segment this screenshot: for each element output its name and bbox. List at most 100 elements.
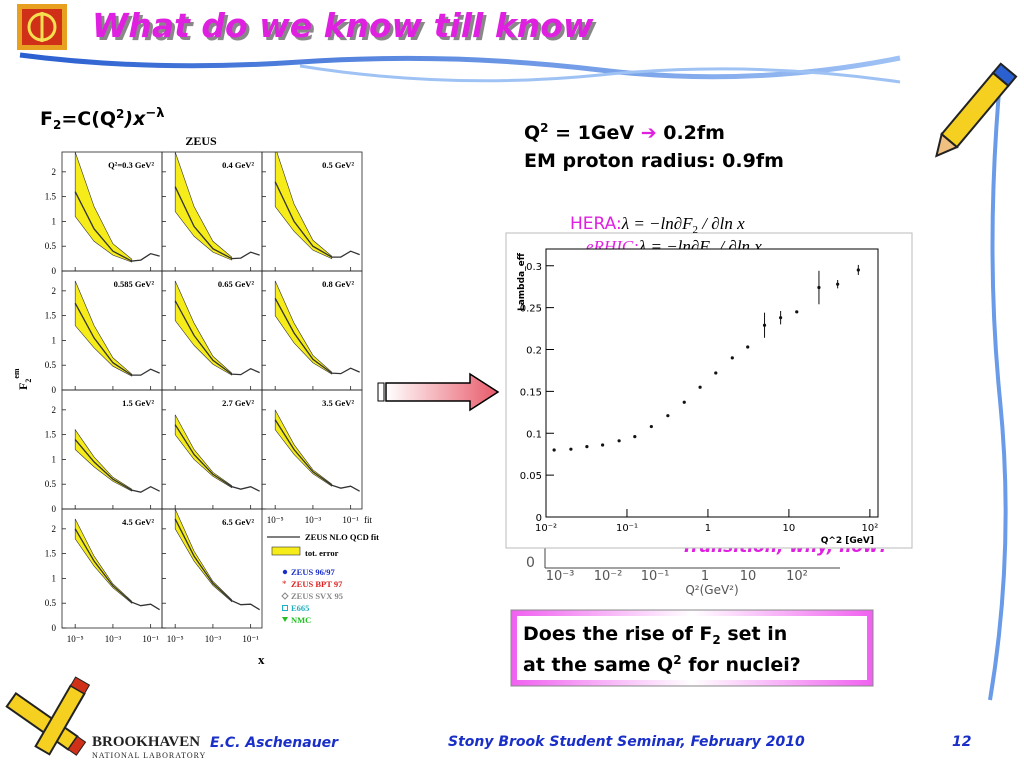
- panel-label: 1.5 GeV²: [122, 398, 154, 408]
- x-tick-label: 1: [705, 523, 711, 534]
- y-tick-label: 1: [52, 573, 57, 583]
- panel-label: 0.4 GeV²: [222, 160, 254, 170]
- data-point: [569, 447, 573, 451]
- y-tick-label: 0.5: [45, 598, 57, 608]
- panel-label: 0.8 GeV²: [322, 279, 354, 289]
- panel-label: 6.5 GeV²: [222, 517, 254, 527]
- y-tick-label: 0.05: [520, 471, 542, 482]
- page-number: 12: [952, 734, 971, 750]
- data-point: [585, 445, 589, 449]
- legend-label: tot. error: [305, 548, 339, 558]
- x-tick-label: 10⁻²: [535, 523, 557, 534]
- y-tick-label: 1.5: [45, 192, 57, 202]
- text: λ = −ln∂F: [621, 214, 693, 233]
- data-point: [633, 435, 637, 439]
- pencil-icon: [934, 62, 1018, 158]
- scale-line: Q2 = 1GeV ➔ 0.2fm: [524, 121, 725, 144]
- y-tick-label: 0: [52, 504, 57, 514]
- x-tick-label: fit: [364, 515, 372, 525]
- text: 2: [712, 633, 720, 647]
- x-tick-label: 10⁻⁵: [267, 515, 284, 525]
- axis-label: Lambda_eff: [517, 252, 527, 311]
- panel-frame: [261, 389, 363, 510]
- text: / ∂ln x: [698, 214, 745, 233]
- y-tick-label: 0: [52, 266, 57, 276]
- panel: [74, 518, 160, 611]
- formula: F2=C(Q2)x−λ: [40, 106, 164, 132]
- data-point: [682, 400, 686, 404]
- data-point: [714, 371, 718, 375]
- tick-label: 10⁻¹: [641, 569, 670, 584]
- y-tick-label: 1: [52, 335, 57, 345]
- y-tick-label: 1.5: [45, 311, 57, 321]
- panel: [74, 428, 160, 493]
- y-tick-label: 0.15: [520, 387, 542, 398]
- legend-swatch: [281, 592, 289, 600]
- fit-curve: [74, 191, 160, 262]
- text: ➔: [641, 122, 657, 144]
- fit-curve: [274, 297, 360, 375]
- panel-frame: [161, 508, 263, 629]
- legend-swatch: *: [282, 579, 287, 589]
- tick-label: 10⁻²: [594, 569, 623, 584]
- text: Does the rise of F: [523, 623, 712, 645]
- pencil-icon: [5, 676, 91, 756]
- panel: [174, 414, 260, 492]
- logo: [17, 4, 67, 50]
- panel-label: 2.7 GeV²: [222, 398, 254, 408]
- data-point: [649, 424, 653, 429]
- lab-name: BROOKHAVEN: [92, 734, 200, 750]
- y-tick-label: 0.5: [45, 241, 57, 251]
- text: F: [40, 108, 53, 130]
- text: em: [12, 368, 21, 379]
- data-point: [795, 310, 799, 314]
- text: )x: [123, 108, 146, 130]
- data-point: [730, 356, 734, 360]
- error-band: [74, 280, 133, 377]
- text: −λ: [145, 106, 164, 121]
- y-tick-label: 2: [52, 405, 57, 415]
- panel: [174, 280, 260, 376]
- data-point: [666, 414, 670, 418]
- data-point: [552, 448, 556, 452]
- y-tick-label: 1.5: [45, 430, 57, 440]
- error-band: [274, 409, 333, 487]
- fit-curve: [74, 302, 160, 376]
- tick-label: 0: [526, 555, 535, 571]
- panel: [74, 152, 160, 263]
- data-point: [762, 323, 767, 327]
- data-point: [617, 439, 621, 443]
- fit-curve: [174, 300, 260, 376]
- x-tick-label: 10⁻¹: [242, 634, 259, 644]
- legend-label: E665: [291, 603, 309, 613]
- wave-decoration: [299, 64, 901, 84]
- formula: HERA:λ = −ln∂F2 / ∂ln x: [570, 214, 745, 236]
- y-tick-label: 0: [536, 513, 542, 524]
- axis-label: Q²(GeV²): [685, 583, 738, 597]
- data-point: [836, 282, 840, 286]
- text: =C(Q: [61, 108, 116, 130]
- panel: [74, 280, 160, 377]
- question-text: at the same Q2 for nuclei?: [523, 653, 801, 676]
- slide-title: What do we know till know: [92, 6, 594, 45]
- data-point: [779, 316, 783, 320]
- plot-frame: [545, 248, 879, 518]
- tick-label: 10: [740, 569, 757, 584]
- legend-label: ZEUS SVX 95: [291, 591, 343, 601]
- fit-curve: [274, 419, 360, 492]
- x-tick-label: 10⁻⁵: [167, 634, 184, 644]
- fit-curve: [74, 528, 160, 611]
- error-band: [174, 280, 233, 376]
- panel: [174, 152, 260, 261]
- y-tick-label: 0.5: [45, 360, 57, 370]
- legend-swatch: [282, 569, 288, 575]
- y-tick-label: 1.5: [45, 549, 57, 559]
- panel: [274, 409, 360, 492]
- panel-label: 4.5 GeV²: [122, 517, 154, 527]
- fit-curve: [174, 518, 260, 611]
- x-tick-label: 10: [783, 523, 796, 534]
- panel-label: Q²=0.3 GeV²: [108, 160, 154, 170]
- y-tick-label: 0.5: [45, 479, 57, 489]
